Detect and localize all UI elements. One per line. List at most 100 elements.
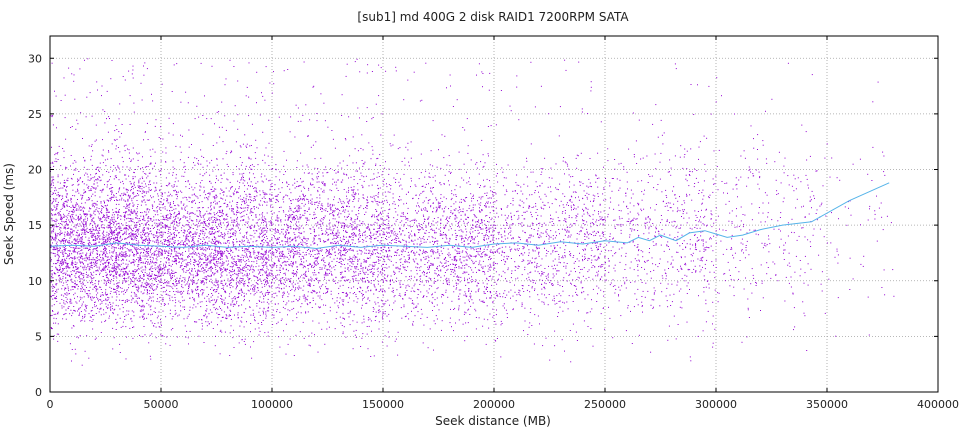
scatter-point	[191, 268, 193, 270]
scatter-point	[147, 259, 149, 260]
scatter-point	[90, 298, 92, 300]
scatter-point	[154, 222, 156, 224]
scatter-point	[214, 281, 216, 283]
scatter-point	[107, 304, 109, 306]
scatter-point	[56, 301, 58, 302]
scatter-point	[83, 247, 85, 249]
scatter-point	[85, 223, 86, 225]
scatter-point	[127, 200, 129, 202]
scatter-point	[59, 266, 61, 268]
scatter-point	[103, 215, 105, 217]
scatter-point	[50, 115, 52, 117]
scatter-point	[152, 257, 154, 258]
scatter-point	[75, 205, 77, 207]
scatter-point	[131, 198, 133, 200]
scatter-point	[215, 335, 216, 337]
scatter-point	[108, 171, 110, 173]
scatter-point	[220, 262, 221, 264]
scatter-point	[99, 255, 101, 257]
scatter-point	[91, 186, 93, 187]
scatter-point	[226, 150, 228, 152]
scatter-point	[251, 208, 253, 209]
scatter-point	[54, 297, 56, 299]
scatter-point	[116, 199, 118, 201]
scatter-point	[107, 256, 109, 258]
scatter-point	[117, 232, 119, 234]
scatter-point	[81, 238, 83, 240]
scatter-point	[108, 224, 110, 226]
scatter-point	[118, 231, 120, 233]
scatter-point	[227, 221, 229, 223]
scatter-point	[237, 292, 239, 294]
scatter-point	[247, 278, 249, 280]
scatter-point	[72, 286, 74, 288]
scatter-point	[137, 159, 139, 161]
scatter-point	[122, 325, 124, 327]
scatter-point	[174, 305, 176, 307]
scatter-point	[55, 209, 57, 211]
scatter-point	[235, 264, 237, 266]
scatter-point	[64, 313, 66, 315]
scatter-point	[174, 255, 176, 257]
scatter-point	[173, 228, 175, 230]
scatter-point	[157, 206, 159, 207]
scatter-point	[51, 232, 53, 234]
scatter-point	[141, 192, 143, 194]
scatter-point	[120, 263, 122, 265]
scatter-point	[83, 221, 85, 223]
scatter-point	[160, 221, 162, 223]
scatter-point	[233, 329, 234, 331]
scatter-point	[55, 313, 57, 315]
scatter-point	[214, 232, 216, 234]
scatter-point	[120, 218, 122, 220]
scatter-point	[142, 261, 144, 263]
scatter-point	[50, 281, 52, 283]
scatter-point	[93, 229, 95, 231]
scatter-point	[147, 220, 149, 222]
scatter-point	[119, 299, 121, 301]
scatter-point	[118, 263, 120, 265]
scatter-point	[144, 211, 145, 213]
scatter-point	[94, 338, 96, 340]
scatter-point	[84, 160, 86, 162]
scatter-point	[229, 269, 231, 271]
scatter-point	[115, 255, 117, 257]
scatter-point	[247, 221, 249, 223]
scatter-point	[154, 307, 156, 309]
scatter-point	[231, 301, 233, 303]
scatter-point	[94, 223, 96, 224]
scatter-point	[197, 270, 199, 272]
scatter-point	[124, 211, 126, 213]
scatter-point	[136, 200, 138, 201]
scatter-point	[126, 255, 128, 257]
scatter-point	[188, 229, 190, 230]
scatter-point	[85, 216, 87, 218]
scatter-point	[151, 292, 152, 294]
scatter-point	[213, 307, 215, 309]
scatter-point	[88, 237, 90, 239]
scatter-point	[127, 195, 129, 197]
scatter-point	[206, 220, 208, 221]
scatter-point	[210, 216, 212, 218]
scatter-point	[116, 228, 118, 230]
scatter-point	[119, 171, 121, 173]
scatter-point	[99, 196, 101, 198]
scatter-point	[98, 266, 100, 268]
scatter-point	[207, 321, 209, 323]
scatter-point	[218, 258, 220, 259]
scatter-point	[96, 179, 98, 181]
scatter-point	[106, 90, 108, 92]
scatter-point	[148, 181, 150, 183]
scatter-point	[116, 321, 118, 323]
scatter-point	[248, 96, 250, 98]
scatter-point	[107, 293, 108, 295]
scatter-point	[122, 233, 124, 235]
scatter-point	[265, 280, 267, 282]
scatter-point	[203, 270, 205, 272]
scatter-point	[229, 181, 231, 183]
scatter-point	[271, 213, 273, 215]
scatter-point	[204, 276, 206, 278]
scatter-point	[210, 274, 212, 276]
scatter-point	[105, 303, 107, 305]
scatter-point	[91, 164, 93, 166]
